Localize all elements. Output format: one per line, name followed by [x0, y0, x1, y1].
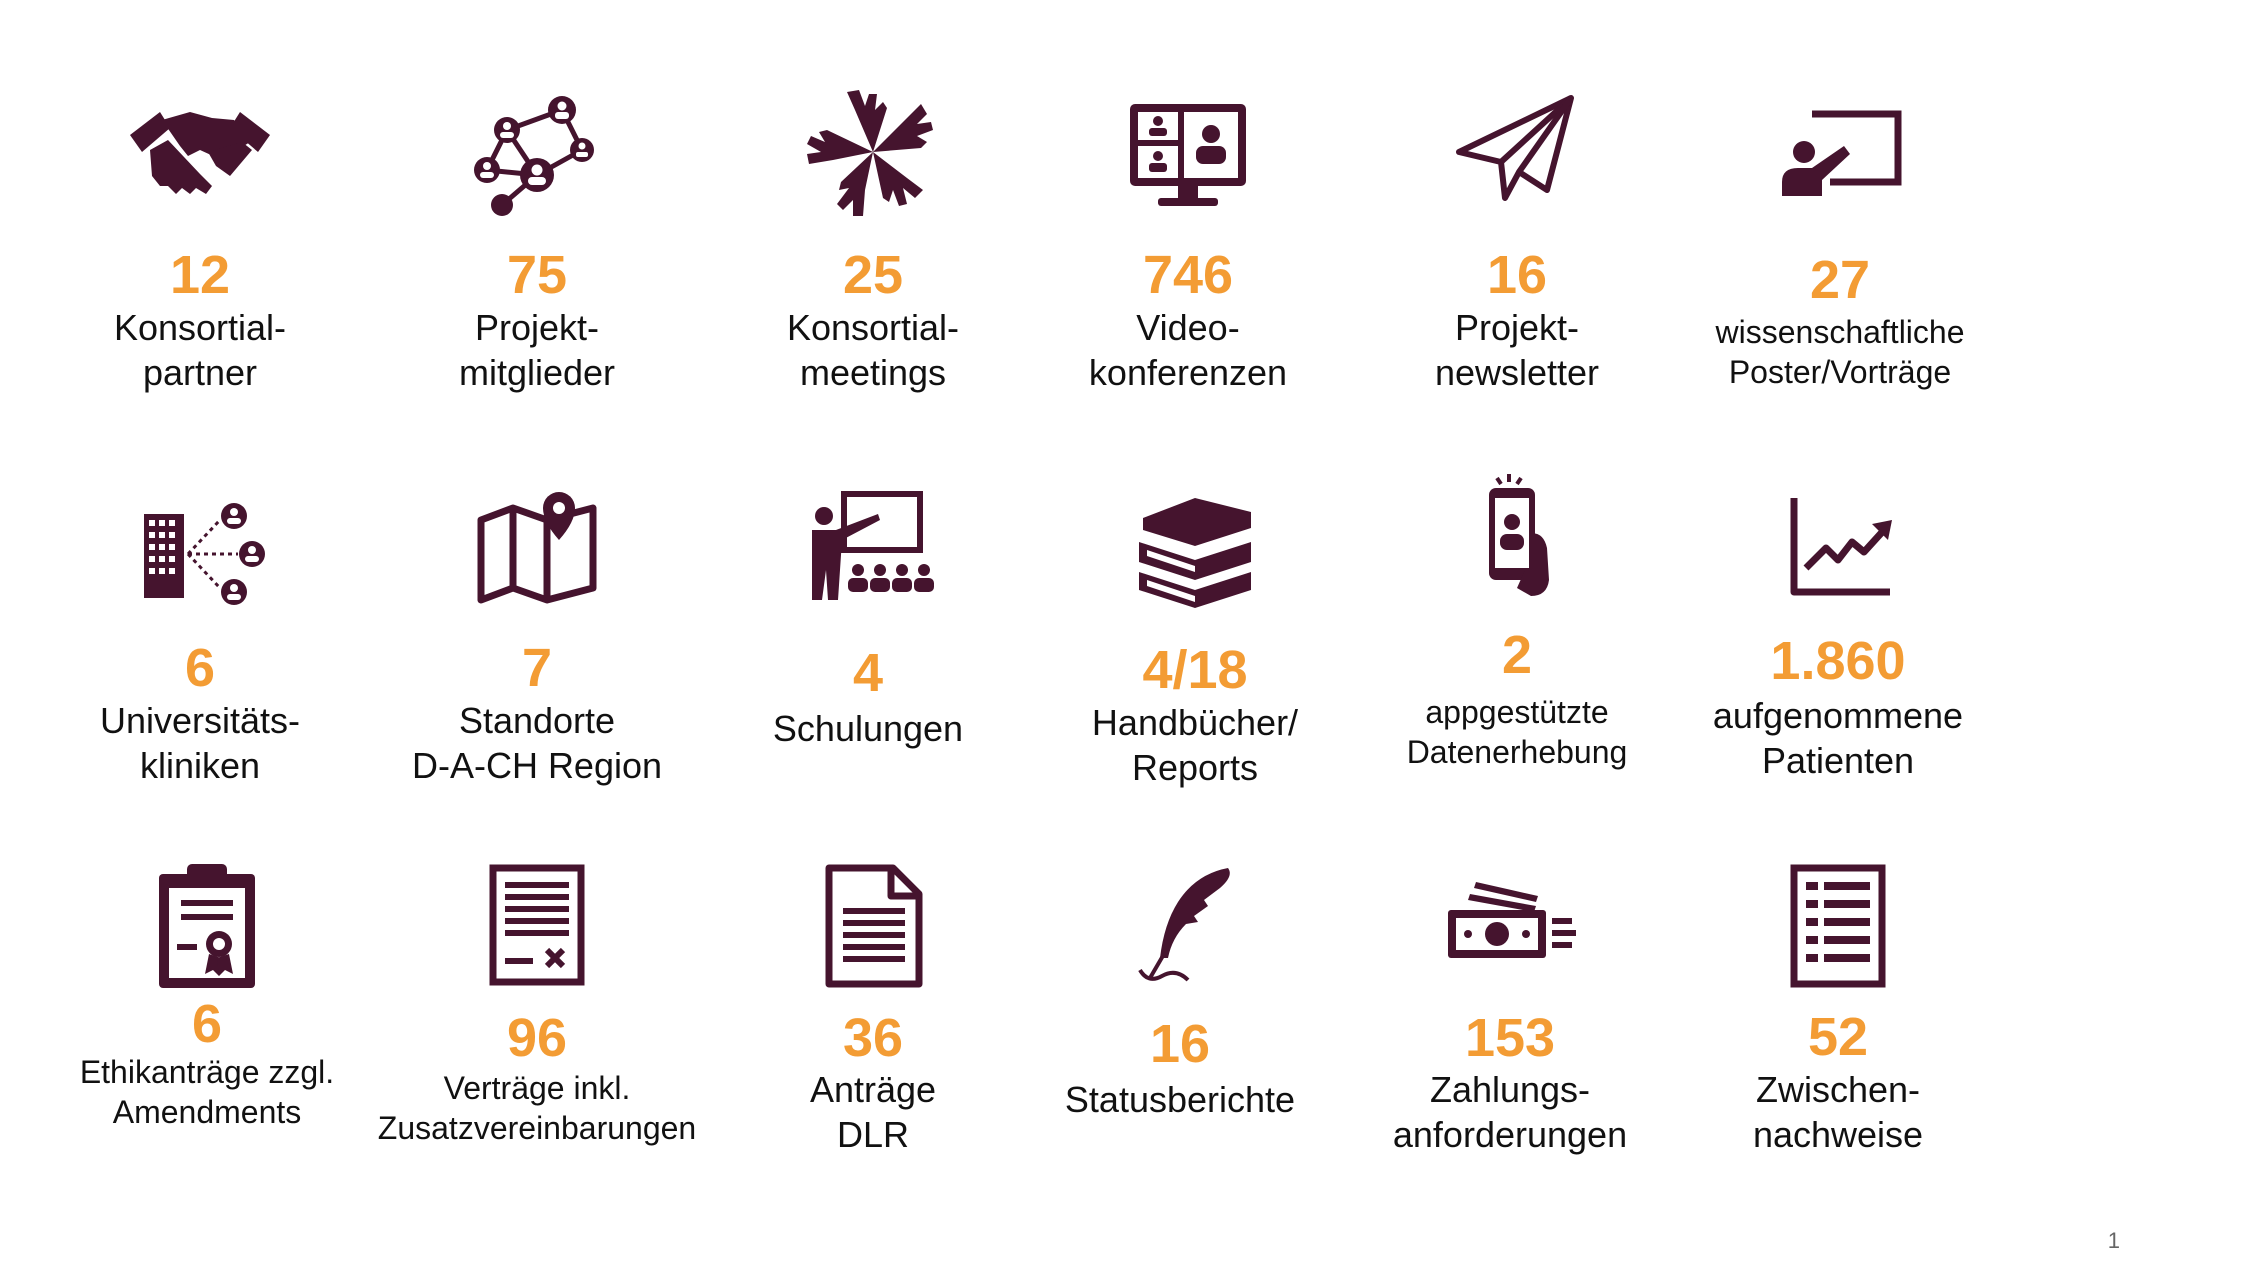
stat-label: Anträge DLR — [809, 1069, 937, 1155]
hands-together-icon — [803, 90, 943, 220]
quill-feather-icon — [1110, 862, 1250, 992]
contract-document-icon — [467, 862, 607, 992]
stat-tile-appgestuetzte-datenerhebung: 2 appgestützte Datenerhebung — [1367, 470, 1667, 790]
stat-value: 746 — [1142, 245, 1234, 305]
line-chart-up-icon — [1768, 488, 1908, 618]
stat-label: Statusberichte — [1064, 1079, 1296, 1120]
stat-label: appgestützte Datenerhebung — [1406, 694, 1628, 770]
stat-value: 27 — [1809, 250, 1871, 310]
stat-tile-handbuecher-reports: 4/18 Handbücher/ Reports — [1045, 488, 1345, 808]
stat-value: 6 — [191, 994, 223, 1054]
clipboard-certificate-icon — [137, 862, 277, 992]
stat-tile-konsortialmeetings: 25 Konsortial- meetings — [723, 90, 1023, 410]
stat-value: 2 — [1501, 625, 1533, 685]
stat-value: 75 — [506, 245, 568, 305]
training-class-icon — [798, 488, 938, 618]
stat-tile-projektmitglieder: 75 Projekt- mitglieder — [387, 90, 687, 410]
stat-value: 1.860 — [1770, 631, 1906, 691]
stat-value: 153 — [1464, 1008, 1556, 1068]
document-icon — [803, 862, 943, 992]
video-conference-icon — [1118, 90, 1258, 220]
stat-value: 4/18 — [1142, 640, 1248, 700]
stat-value: 25 — [842, 245, 904, 305]
stat-value: 6 — [184, 638, 216, 698]
money-transfer-icon — [1440, 862, 1580, 992]
stat-label: Zwischen- nachweise — [1752, 1069, 1924, 1155]
stat-tile-konsortialpartner: 12 Konsortial- partner — [50, 90, 350, 410]
stat-label: Konsortial- partner — [113, 307, 287, 393]
stat-value: 96 — [506, 1008, 568, 1068]
stat-tile-videokonferenzen: 746 Video- konferenzen — [1038, 90, 1338, 410]
smartphone-user-icon — [1447, 470, 1587, 600]
stat-label: Projekt- mitglieder — [458, 307, 616, 393]
stat-value: 16 — [1149, 1014, 1211, 1074]
stat-label: Konsortial- meetings — [786, 307, 960, 393]
map-pin-icon — [467, 488, 607, 618]
network-people-icon — [467, 90, 607, 220]
checklist-icon — [1768, 862, 1908, 992]
stat-value: 12 — [169, 245, 231, 305]
stat-label: Projekt- newsletter — [1434, 307, 1600, 393]
stat-tile-projektnewsletter: 16 Projekt- newsletter — [1367, 90, 1667, 410]
page-number: 1 — [2107, 1228, 2120, 1253]
paper-plane-icon — [1447, 90, 1587, 220]
stat-tile-antraege-dlr: 36 Anträge DLR — [723, 862, 1023, 1182]
stat-value: 36 — [842, 1008, 904, 1068]
handshake-icon — [130, 90, 270, 220]
stat-label: Standorte D-A-CH Region — [411, 700, 663, 786]
stat-value: 7 — [521, 638, 553, 698]
stat-value: 4 — [852, 643, 884, 703]
stat-label: Handbücher/ Reports — [1091, 702, 1299, 788]
stat-tile-poster-vortraege: 27 wissenschaftliche Poster/Vorträge — [1690, 90, 1990, 410]
stat-label: Schulungen — [772, 708, 964, 749]
stat-value: 16 — [1486, 245, 1548, 305]
stat-tile-schulungen: 4 Schulungen — [718, 488, 1018, 808]
stat-label: Video- konferenzen — [1088, 307, 1288, 393]
stat-label: wissenschaftliche Poster/Vorträge — [1715, 314, 1965, 390]
book-stack-icon — [1125, 488, 1265, 618]
stat-label: Zahlungs- anforderungen — [1392, 1069, 1628, 1155]
stat-tile-zahlungsanforderungen: 153 Zahlungs- anforderungen — [1360, 862, 1660, 1182]
stat-tile-universitaetskliniken: 6 Universitäts- kliniken — [50, 488, 350, 808]
stat-tile-aufgenommene-patienten: 1.860 aufgenommene Patienten — [1688, 488, 1988, 808]
stat-label: aufgenommene Patienten — [1712, 695, 1964, 781]
stat-value: 52 — [1807, 1007, 1869, 1067]
stat-tile-ethikantraege: 6 Ethikanträge zzgl. Amendments — [57, 862, 357, 1182]
stat-label: Ethikanträge zzgl. Amendments — [79, 1054, 335, 1130]
stat-label: Universitäts- kliniken — [99, 700, 301, 786]
stat-tile-zwischennachweise: 52 Zwischen- nachweise — [1688, 862, 1988, 1182]
presenter-board-icon — [1770, 90, 1910, 220]
stat-label: Verträge inkl. Zusatzvereinbarungen — [377, 1070, 697, 1146]
hospital-network-icon — [130, 488, 270, 618]
stat-tile-standorte: 7 Standorte D-A-CH Region — [387, 488, 687, 808]
stat-tile-statusberichte: 16 Statusberichte — [1030, 862, 1330, 1182]
stat-tile-vertraege: 96 Verträge inkl. Zusatzvereinbarungen — [378, 862, 696, 1182]
